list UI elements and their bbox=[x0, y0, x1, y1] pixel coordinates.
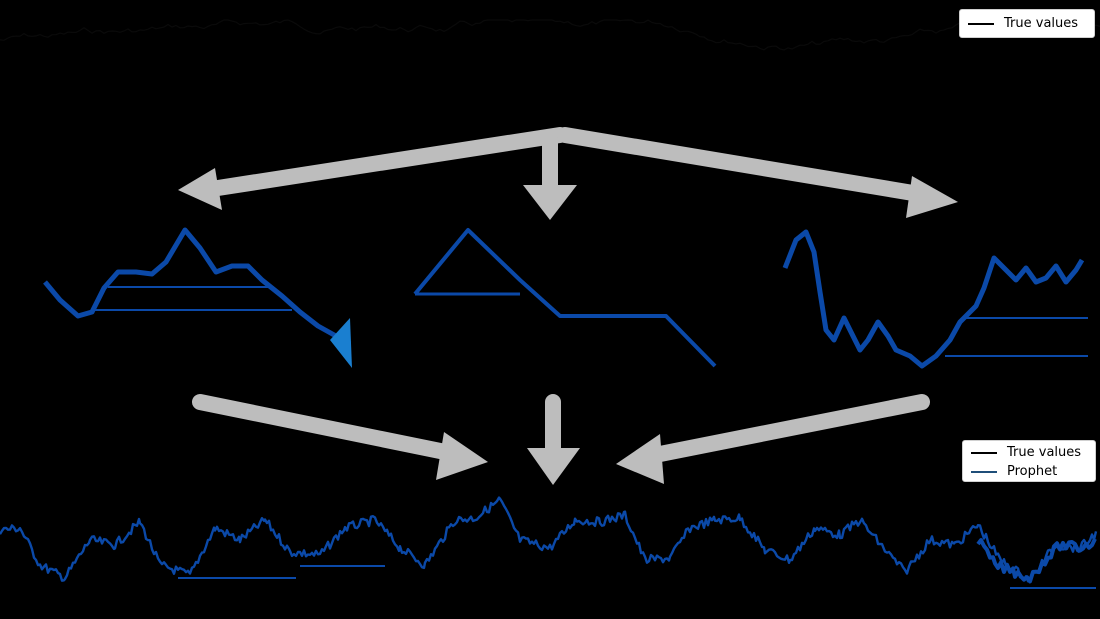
arrow-icon bbox=[178, 127, 568, 210]
true-values-line bbox=[0, 496, 1098, 583]
arrow-icon bbox=[192, 394, 488, 480]
legend-entry: True values bbox=[968, 14, 1084, 33]
merge-arrows bbox=[192, 394, 930, 485]
legend-label: Prophet bbox=[1007, 464, 1058, 479]
legend-entry: Prophet bbox=[971, 462, 1085, 481]
component-chart-3 bbox=[782, 229, 1088, 369]
original-series-line bbox=[0, 19, 1100, 51]
component-marker bbox=[330, 318, 352, 368]
component-line bbox=[43, 227, 352, 347]
arrow-icon bbox=[523, 132, 577, 220]
legend-top: True values bbox=[959, 9, 1095, 38]
component-line bbox=[782, 229, 1085, 369]
split-arrows bbox=[178, 127, 958, 220]
prophet-forecast-line bbox=[976, 538, 1097, 584]
legend-swatch bbox=[971, 451, 997, 454]
legend-label: True values bbox=[1007, 445, 1082, 460]
component-line bbox=[413, 228, 717, 368]
forecast-series bbox=[0, 496, 1098, 589]
arrow-icon bbox=[616, 394, 930, 484]
arrow-icon bbox=[527, 394, 580, 485]
arrow-icon bbox=[557, 127, 958, 218]
legend-label: True values bbox=[1004, 16, 1079, 31]
legend-swatch bbox=[971, 470, 997, 473]
original-series bbox=[0, 19, 1100, 51]
legend-entry: True values bbox=[971, 443, 1085, 462]
legend-bottom: True values Prophet bbox=[962, 440, 1096, 482]
component-chart-1 bbox=[43, 227, 352, 368]
legend-swatch bbox=[968, 22, 994, 25]
component-chart-2 bbox=[413, 228, 717, 368]
